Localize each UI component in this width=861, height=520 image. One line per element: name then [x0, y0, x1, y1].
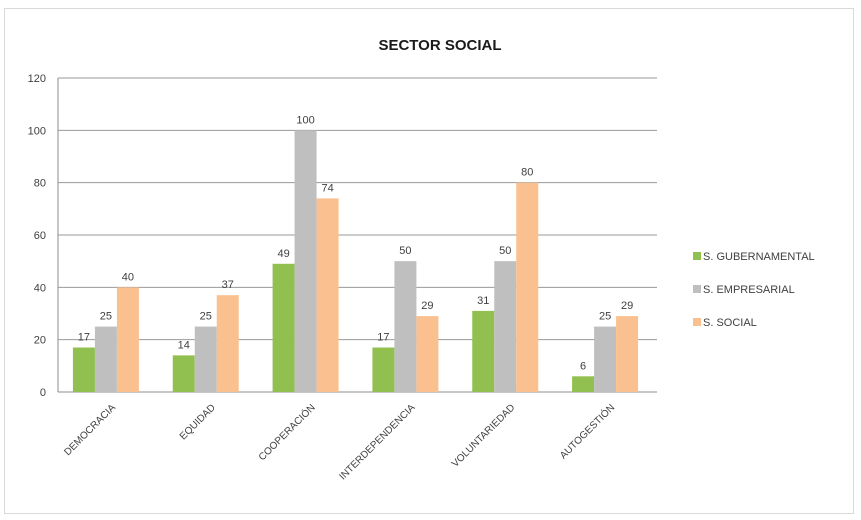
y-tick-label: 60: [34, 230, 46, 242]
bar: [572, 376, 595, 392]
bar: [272, 263, 295, 392]
x-tick-label: DEMOCRACIA: [62, 402, 118, 458]
data-label: 25: [200, 311, 212, 323]
bar: [516, 182, 539, 392]
data-label: 14: [178, 339, 190, 351]
bar: [172, 355, 195, 392]
bar: [494, 261, 517, 392]
x-tick-label: INTERDEPENDENCIA: [337, 402, 417, 482]
gridlines: [58, 77, 657, 393]
x-axis: DEMOCRACIA EQUIDAD COOPERACIÓN INTERDEPENDE…: [62, 401, 617, 482]
legend-label: S. GUBERNAMENTAL: [703, 251, 815, 263]
chart-title: SECTOR SOCIAL: [378, 37, 501, 54]
bar: [316, 198, 339, 392]
data-label: 80: [521, 167, 533, 179]
y-axis: 0 20 40 60 80 100 120: [28, 73, 59, 399]
data-label: 74: [321, 182, 333, 194]
y-tick-label: 40: [34, 282, 46, 294]
data-label: 25: [599, 311, 611, 323]
data-label: 25: [100, 311, 112, 323]
bar: [616, 316, 639, 392]
data-label: 31: [477, 295, 489, 307]
legend-label: S. SOCIAL: [703, 317, 757, 329]
bars: [72, 130, 639, 393]
bar: [72, 347, 95, 392]
y-tick-label: 0: [40, 387, 46, 399]
legend-label: S. EMPRESARIAL: [703, 284, 795, 296]
data-label: 6: [580, 360, 586, 372]
data-label: 17: [78, 332, 90, 344]
bar: [594, 326, 617, 392]
data-label: 37: [222, 279, 234, 291]
y-tick-label: 80: [34, 178, 46, 190]
legend-swatch: [693, 285, 701, 293]
x-tick-label: COOPERACIÓN: [255, 401, 317, 463]
chart-frame: [4, 8, 854, 514]
data-label: 40: [122, 271, 134, 283]
legend: S. GUBERNAMENTAL S. EMPRESARIAL S. SOCIAL: [693, 251, 815, 329]
x-tick-label: AUTOGESTIÓN: [557, 401, 618, 462]
x-tick-label: EQUIDAD: [178, 402, 218, 442]
bar: [194, 326, 217, 392]
bar: [116, 287, 139, 392]
x-tick-label: VOLUNTARIEDAD: [450, 402, 517, 469]
data-labels: 17 25 40 14 25 37 49 100 74 17 50 29 31 50 80 6 25 29: [78, 114, 633, 372]
bar: [394, 261, 417, 392]
legend-swatch: [693, 252, 701, 260]
data-label: 29: [621, 300, 633, 312]
data-label: 50: [399, 245, 411, 257]
data-label: 17: [377, 332, 389, 344]
y-tick-label: 100: [28, 125, 46, 137]
bar: [294, 130, 317, 393]
bar: [94, 326, 117, 392]
bar: [416, 316, 439, 392]
bar: [372, 347, 395, 392]
data-label: 29: [421, 300, 433, 312]
y-tick-label: 120: [28, 73, 46, 85]
data-label: 49: [277, 248, 289, 260]
bar: [472, 310, 495, 392]
y-tick-label: 20: [34, 335, 46, 347]
legend-swatch: [693, 318, 701, 326]
data-label: 50: [499, 245, 511, 257]
data-label: 100: [296, 114, 314, 126]
bar: [216, 295, 239, 392]
